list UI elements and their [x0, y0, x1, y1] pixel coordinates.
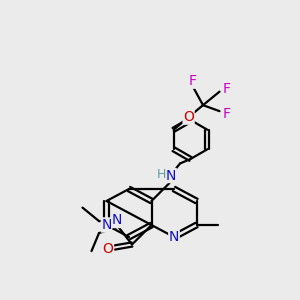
Text: F: F — [188, 74, 196, 88]
Text: N: N — [166, 169, 176, 182]
Text: N: N — [101, 218, 112, 232]
Text: N: N — [112, 214, 122, 227]
Text: F: F — [223, 82, 231, 96]
Text: O: O — [183, 110, 194, 124]
Text: F: F — [223, 107, 231, 121]
Text: H: H — [156, 167, 166, 181]
Text: O: O — [103, 242, 113, 256]
Text: N: N — [169, 230, 179, 244]
